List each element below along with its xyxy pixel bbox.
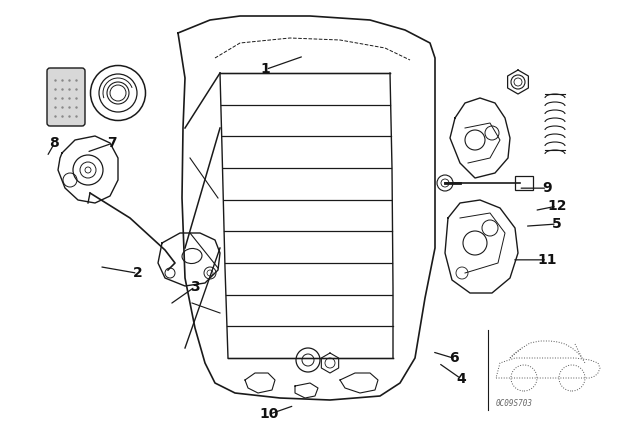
Text: 3: 3 xyxy=(190,280,200,294)
Text: 4: 4 xyxy=(456,371,466,386)
FancyBboxPatch shape xyxy=(47,68,85,126)
Text: 1: 1 xyxy=(260,62,271,77)
Text: 8: 8 xyxy=(49,136,60,151)
Text: 5: 5 xyxy=(552,217,562,231)
Text: 10: 10 xyxy=(259,407,278,422)
Text: 11: 11 xyxy=(538,253,557,267)
Text: 12: 12 xyxy=(547,199,566,213)
Text: 0C09S703: 0C09S703 xyxy=(496,399,533,408)
Text: 6: 6 xyxy=(449,351,460,366)
Text: 7: 7 xyxy=(107,136,117,151)
Text: 2: 2 xyxy=(132,266,143,280)
Text: 9: 9 xyxy=(542,181,552,195)
Bar xyxy=(515,176,533,190)
